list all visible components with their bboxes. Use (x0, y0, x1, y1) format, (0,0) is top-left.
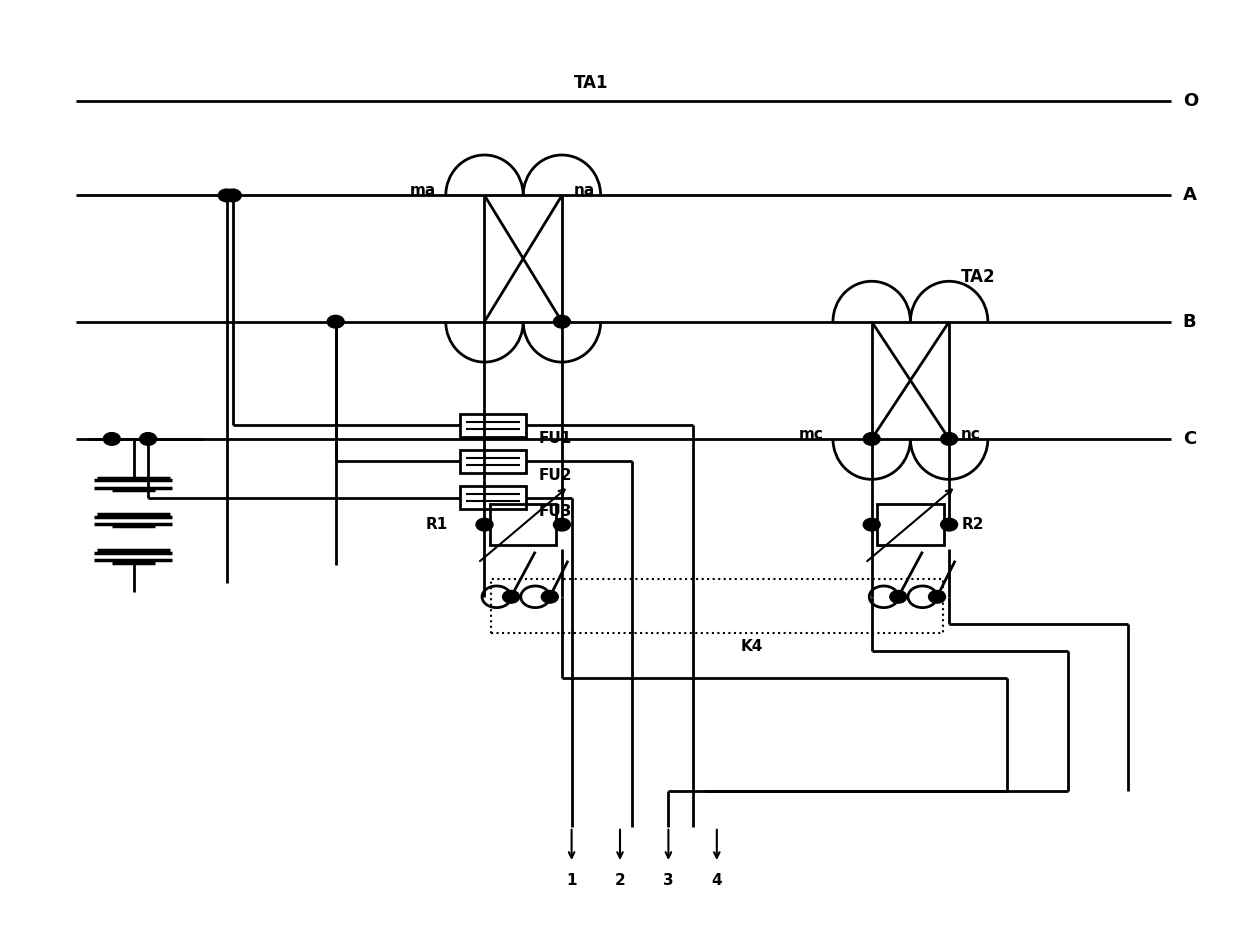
Text: na: na (574, 184, 595, 199)
Text: TA2: TA2 (961, 267, 996, 285)
Circle shape (941, 518, 957, 531)
Bar (490, 504, 557, 545)
Text: 2: 2 (615, 873, 625, 888)
Text: mc: mc (799, 427, 823, 442)
Circle shape (863, 432, 880, 445)
Circle shape (218, 189, 236, 201)
Circle shape (140, 432, 156, 445)
Text: B: B (1183, 312, 1197, 331)
Text: FU3: FU3 (538, 503, 572, 518)
Bar (877, 504, 944, 545)
Circle shape (863, 518, 880, 531)
Text: TA1: TA1 (574, 74, 609, 91)
Text: FU1: FU1 (538, 432, 572, 446)
Text: FU2: FU2 (538, 468, 572, 483)
Circle shape (542, 591, 558, 603)
Bar (460, 414, 526, 437)
Text: nc: nc (961, 427, 981, 442)
Text: C: C (1183, 430, 1195, 448)
Text: A: A (1183, 186, 1197, 204)
Text: 3: 3 (663, 873, 673, 888)
Bar (460, 450, 526, 473)
Circle shape (476, 518, 494, 531)
Circle shape (103, 432, 120, 445)
Circle shape (890, 591, 906, 603)
Circle shape (502, 591, 520, 603)
Bar (491, 579, 944, 633)
Text: R2: R2 (961, 517, 983, 532)
Circle shape (553, 518, 570, 531)
Text: 1: 1 (567, 873, 577, 888)
Circle shape (929, 591, 945, 603)
Text: O: O (1183, 91, 1198, 110)
Circle shape (224, 189, 242, 201)
Text: 4: 4 (712, 873, 722, 888)
Text: ma: ma (410, 184, 436, 199)
Text: K4: K4 (742, 639, 764, 654)
Circle shape (553, 315, 570, 328)
Circle shape (327, 315, 345, 328)
Bar (460, 487, 526, 509)
Circle shape (941, 432, 957, 445)
Text: R1: R1 (425, 517, 448, 532)
